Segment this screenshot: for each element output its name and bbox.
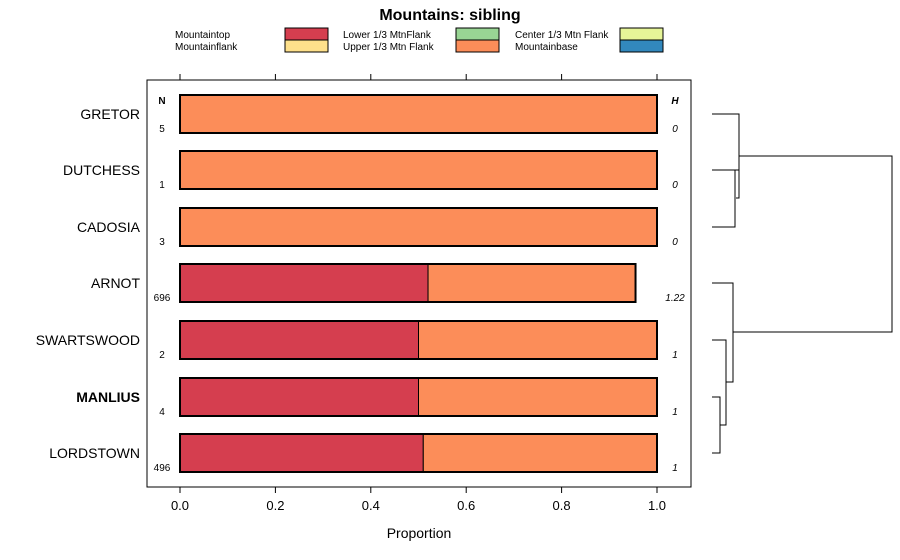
dendrogram — [712, 113, 893, 454]
h-column-header: H — [671, 96, 679, 107]
bar-segment — [422, 433, 658, 473]
h-value: 0 — [672, 237, 678, 248]
legend-swatch — [284, 27, 329, 41]
category-label: SWARTSWOOD — [36, 332, 140, 348]
bar-segment — [179, 320, 419, 360]
dendrogram-branch — [736, 142, 740, 199]
bar-segment — [418, 320, 658, 360]
legend-label: Mountaintop — [175, 30, 230, 41]
bar-outline — [179, 150, 658, 190]
n-value: 3 — [159, 237, 165, 248]
x-axis-label: Proportion — [387, 525, 452, 541]
n-column-header: N — [158, 96, 165, 107]
bar-segment — [179, 433, 424, 473]
h-value: 1.22 — [665, 293, 685, 304]
bar-row: CADOSIA 3 0 — [77, 207, 678, 248]
bar-segment — [418, 377, 658, 417]
legend-label: Center 1/3 Mtn Flank — [515, 30, 609, 41]
h-value: 1 — [672, 350, 678, 361]
n-value: 496 — [154, 463, 171, 474]
bar-segment — [179, 263, 429, 303]
n-value: 1 — [159, 180, 165, 191]
bar-segment — [179, 207, 658, 247]
x-tick-label: 1.0 — [648, 498, 666, 513]
bar-outline — [179, 94, 658, 134]
category-label: GRETOR — [80, 106, 140, 122]
legend-label: Lower 1/3 MtnFlank — [343, 30, 432, 41]
legend-label: Upper 1/3 Mtn Flank — [343, 42, 435, 53]
x-axis-bottom: 0.0 0.2 0.4 0.6 0.8 1.0 — [171, 487, 666, 513]
n-value: 4 — [159, 407, 165, 418]
h-value: 1 — [672, 463, 678, 474]
bar-row: GRETOR 5 0 — [80, 94, 678, 135]
bar-outline — [179, 207, 658, 247]
bar-row: ARNOT 696 1.22 — [91, 263, 685, 304]
legend-swatch — [619, 27, 664, 41]
category-label: LORDSTOWN — [49, 445, 140, 461]
bar-segment — [179, 94, 658, 134]
bar-row: MANLIUS 4 1 — [76, 377, 678, 418]
dendrogram-branch — [733, 155, 893, 333]
category-label: DUTCHESS — [63, 162, 140, 178]
x-tick-label: 0.6 — [457, 498, 475, 513]
legend-label: Mountainbase — [515, 42, 578, 53]
bar-segment — [427, 263, 637, 303]
legend-swatch — [455, 39, 500, 53]
n-value: 2 — [159, 350, 165, 361]
h-value: 0 — [672, 180, 678, 191]
n-value: 5 — [159, 124, 165, 135]
bar-segment — [179, 150, 658, 190]
x-tick-label: 0.2 — [266, 498, 284, 513]
bar-rows: GRETOR 5 0 DUTCHESS 1 0 CADOSIA 3 0 ARNOT 696 1.22 S… — [36, 94, 685, 474]
legend-swatch — [619, 39, 664, 53]
legend-swatch — [284, 39, 329, 53]
n-value: 696 — [154, 293, 171, 304]
bar-outline — [179, 320, 658, 360]
dendrogram-branch — [712, 339, 727, 426]
bar-segment — [179, 377, 419, 417]
dendrogram-branch — [712, 113, 740, 171]
bar-outline — [179, 263, 637, 303]
x-axis-top — [179, 74, 658, 80]
x-tick-label: 0.8 — [553, 498, 571, 513]
dendrogram-branch — [712, 282, 734, 383]
legend-swatch — [455, 27, 500, 41]
legend-label: Mountainflank — [175, 42, 238, 53]
chart-title: Mountains: sibling — [379, 7, 520, 24]
bar-row: LORDSTOWN 496 1 — [49, 433, 678, 474]
category-label: ARNOT — [91, 275, 140, 291]
category-label: MANLIUS — [76, 389, 140, 405]
bar-row: SWARTSWOOD 2 1 — [36, 320, 678, 361]
dendrogram-branch — [712, 396, 721, 454]
plot-frame — [146, 79, 692, 488]
h-value: 0 — [672, 124, 678, 135]
category-label: CADOSIA — [77, 219, 141, 235]
bar-outline — [179, 433, 658, 473]
bar-row: DUTCHESS 1 0 — [63, 150, 678, 191]
x-tick-label: 0.4 — [362, 498, 380, 513]
dendrogram-branch — [712, 169, 736, 228]
bar-outline — [179, 377, 658, 417]
x-tick-label: 0.0 — [171, 498, 189, 513]
h-value: 1 — [672, 407, 678, 418]
